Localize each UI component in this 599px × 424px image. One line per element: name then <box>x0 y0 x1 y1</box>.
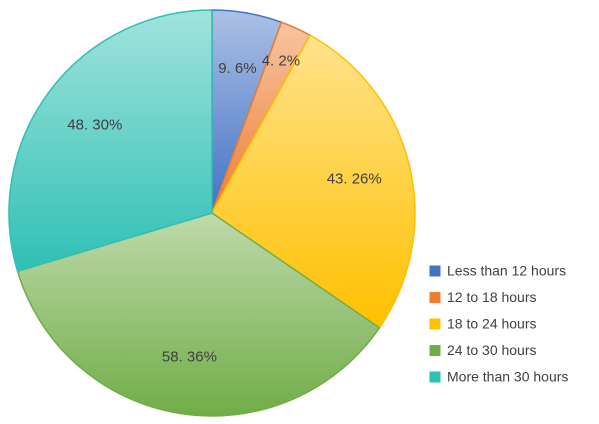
data-label: 48. 30% <box>67 117 122 134</box>
pie-slice <box>16 212 381 417</box>
pie-slice <box>211 34 416 329</box>
legend-label: 18 to 24 hours <box>447 316 537 332</box>
legend-swatch <box>429 292 441 303</box>
legend-swatch <box>429 318 441 330</box>
data-label: 9. 6% <box>218 60 256 77</box>
data-label: 58. 36% <box>162 348 217 365</box>
legend-swatch <box>429 371 441 383</box>
pie-slice <box>8 9 213 273</box>
legend-swatch <box>429 265 441 277</box>
legend-label: 12 to 18 hours <box>447 289 537 305</box>
data-label: 4. 2% <box>262 52 300 69</box>
legend-swatch <box>429 345 441 356</box>
legend-label: More than 30 hours <box>447 369 568 385</box>
legend-label: Less than 12 hours <box>447 263 566 279</box>
legend-label: 24 to 30 hours <box>447 342 537 358</box>
data-label: 43. 26% <box>327 170 382 187</box>
